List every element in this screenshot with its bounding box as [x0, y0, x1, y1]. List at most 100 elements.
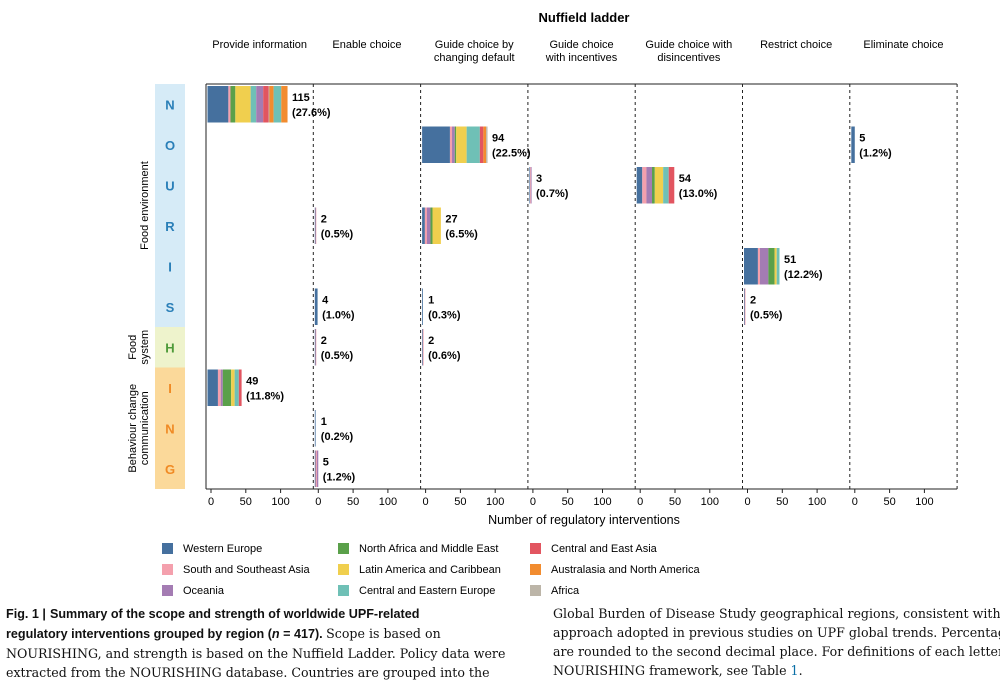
caption-after-n: Scope is based on: [326, 626, 441, 641]
column-header-5: Guide choice with disincentives: [645, 39, 732, 64]
bar-segment: [238, 369, 242, 406]
bar-segment: [456, 126, 467, 163]
caption-right-line-4: NOURISHING framework, see Table: [553, 663, 791, 678]
bar-percent-label: (0.6%): [428, 350, 461, 362]
bar-segment: [768, 248, 775, 285]
bar-percent-label: (1.2%): [323, 472, 356, 484]
bar-count-label: 49: [246, 376, 258, 388]
table-reference-link[interactable]: 1: [790, 663, 799, 678]
bar-count-label: 51: [784, 254, 796, 266]
row-group-label: communication: [139, 391, 151, 465]
bar-percent-label: (0.5%): [321, 229, 354, 241]
bar-segment: [314, 288, 318, 325]
caption-title-line-1: Summary of the scope and strength of wor…: [49, 607, 420, 621]
legend-label: Oceania: [183, 585, 225, 597]
column-header-line: Guide choice by: [435, 39, 514, 51]
bar-segment: [636, 167, 643, 204]
column-header-3: Guide choice by changing default: [434, 39, 515, 64]
x-tick-label: 100: [701, 496, 719, 508]
caption-n-symbol: n: [271, 627, 280, 641]
bar-segment: [268, 86, 270, 123]
column-header-7: Eliminate choice: [863, 39, 943, 51]
bar-segment: [220, 369, 223, 406]
x-tick-label: 0: [852, 496, 858, 508]
bar-segment: [646, 167, 653, 204]
figure-caption-right: Global Burden of Disease Study geographi…: [553, 604, 1000, 680]
caption-right-period: .: [798, 663, 803, 678]
bar-percent-label: (0.5%): [321, 350, 354, 362]
x-tick-label: 0: [744, 496, 750, 508]
legend-swatch: [162, 543, 173, 554]
bar-segment: [422, 329, 424, 366]
bar-percent-label: (1.2%): [859, 148, 892, 160]
caption-left-line-4: extracted from the NOURISHING database. …: [6, 665, 490, 680]
bar-segment: [424, 207, 427, 244]
legend-label: Central and East Asia: [551, 543, 658, 555]
bar-segment: [422, 207, 425, 244]
bar-segment: [315, 329, 317, 366]
bar-segment: [663, 167, 669, 204]
x-tick-label: 100: [915, 496, 933, 508]
column-header-line: Guide choice with: [645, 39, 732, 51]
x-tick-label: 50: [240, 496, 252, 508]
bar-segment: [426, 207, 431, 244]
nourishing-nuffield-chart: Nuffield ladder Provide information Enable…: [127, 10, 958, 597]
bar-segment: [316, 450, 319, 487]
legend-swatch: [530, 564, 541, 575]
x-tick-label: 0: [530, 496, 536, 508]
row-letter-1: N: [165, 97, 174, 112]
x-tick-label: 0: [637, 496, 643, 508]
bar-segment: [422, 126, 450, 163]
bar-percent-label: (13.0%): [679, 188, 718, 200]
column-header-line: Eliminate choice: [863, 39, 943, 51]
bar-segment: [222, 369, 232, 406]
bar-segment: [430, 207, 433, 244]
bar-percent-label: (6.5%): [445, 229, 478, 241]
bar-percent-label: (0.7%): [536, 188, 569, 200]
x-axis-label: Number of regulatory interventions: [488, 513, 680, 527]
legend-label: Central and Eastern Europe: [359, 585, 495, 597]
x-tick-label: 50: [562, 496, 574, 508]
bar-segment: [530, 167, 532, 204]
caption-title-line-2: regulatory interventions grouped by regi…: [6, 627, 272, 641]
legend-swatch: [162, 564, 173, 575]
bar-percent-label: (12.2%): [784, 269, 823, 281]
bar-percent-label: (11.8%): [246, 391, 284, 403]
row-group-band-3: [155, 367, 185, 489]
caption-left-line-3: NOURISHING, and strength is based on the…: [6, 646, 506, 661]
figure-caption-left: Fig. 1 | Summary of the scope and streng…: [6, 604, 546, 682]
bar-count-label: 2: [750, 295, 756, 307]
row-group-band-1: [155, 84, 185, 327]
bar-segment: [230, 86, 236, 123]
bar-segment: [744, 248, 758, 285]
bar-segment: [422, 288, 423, 325]
x-tick-label: 50: [454, 496, 466, 508]
row-group-label: Behaviour change: [127, 384, 139, 473]
row-letter-3: U: [165, 178, 174, 193]
bar-segment: [454, 126, 457, 163]
bar-count-label: 5: [859, 133, 865, 145]
legend-label: Africa: [551, 585, 580, 597]
x-tick-label: 100: [808, 496, 826, 508]
x-tick-label: 50: [776, 496, 788, 508]
bar-segment: [668, 167, 675, 204]
column-header-line: changing default: [434, 52, 515, 64]
column-header-line: Restrict choice: [760, 39, 832, 51]
bar-segment: [256, 86, 264, 123]
row-letter-9: N: [165, 421, 174, 436]
bar-segment: [314, 410, 316, 447]
legend-swatch: [530, 585, 541, 596]
bar-percent-label: (0.3%): [428, 310, 461, 322]
caption-n-value: = 417).: [279, 627, 327, 641]
bar-segment: [479, 126, 484, 163]
bar-segment: [774, 248, 777, 285]
bar-count-label: 2: [428, 335, 434, 347]
column-header-line: with incentives: [545, 52, 618, 64]
bar-segment: [314, 450, 316, 487]
bar-percent-label: (22.5%): [492, 148, 531, 160]
bar-count-label: 27: [445, 214, 457, 226]
column-header-line: Provide information: [212, 39, 307, 51]
bar-segment: [452, 126, 455, 163]
bar-segment: [449, 126, 453, 163]
bar-segment: [273, 86, 282, 123]
